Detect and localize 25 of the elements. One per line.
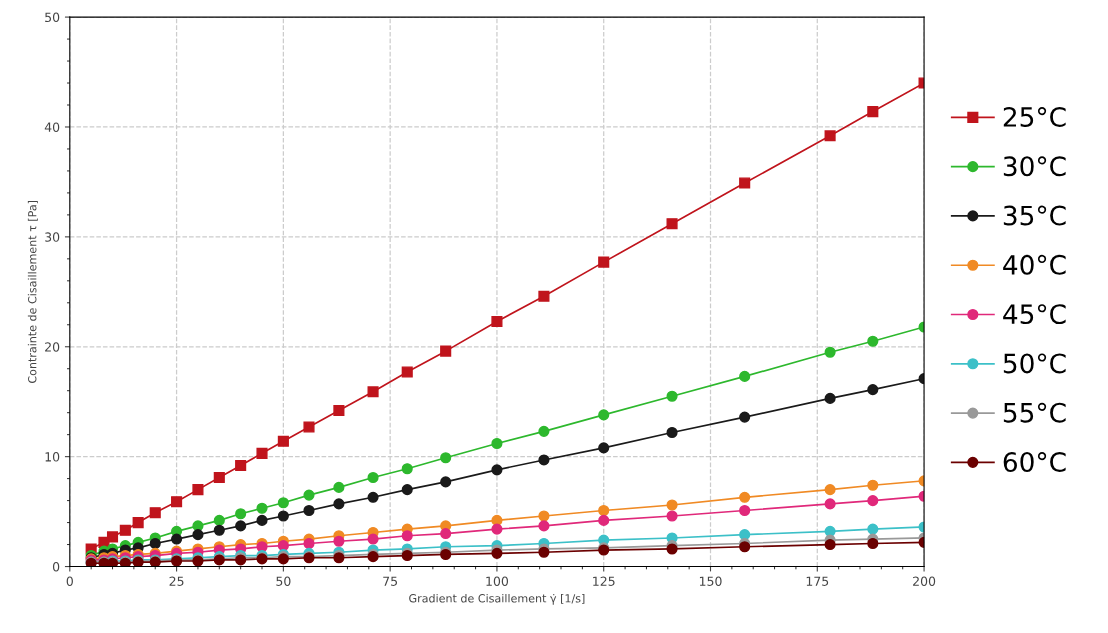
legend-label: 30°C	[1003, 156, 1066, 177]
x-tick-label: 125	[593, 576, 615, 586]
y-tick-label: 10	[45, 452, 60, 462]
legend-label: 25°C	[1003, 107, 1066, 127]
y-tick-label: 40	[44, 122, 60, 132]
y-tick-label: 20	[45, 342, 60, 352]
x-tick-label: 75	[383, 576, 398, 586]
x-tick-label: 100	[486, 576, 509, 586]
y-tick-label: 30	[45, 232, 60, 242]
legend-label: 50°C	[1003, 353, 1066, 374]
legend-label: 45°C	[1003, 304, 1066, 325]
y-axis-title: Contrainte de Cisaillement τ [Pa]	[27, 200, 38, 384]
legend-label: 40°C	[1003, 254, 1066, 275]
x-axis-title: Gradient de Cisaillement γ̇ [1/s]	[409, 593, 585, 605]
x-tick-label: 175	[806, 576, 829, 586]
x-tick-label: 150	[699, 576, 722, 586]
y-tick-label: 0	[52, 562, 60, 572]
x-tick-label: 25	[169, 576, 184, 586]
y-tick-label: 50	[45, 12, 60, 23]
x-tick-label: 200	[913, 576, 936, 586]
legend-label: 60°C	[1003, 452, 1066, 472]
x-tick-label: 50	[276, 576, 291, 586]
x-tick-label: 0	[66, 576, 73, 586]
legend-label: 55°C	[1003, 402, 1066, 423]
legend-label: 35°C	[1003, 205, 1066, 226]
